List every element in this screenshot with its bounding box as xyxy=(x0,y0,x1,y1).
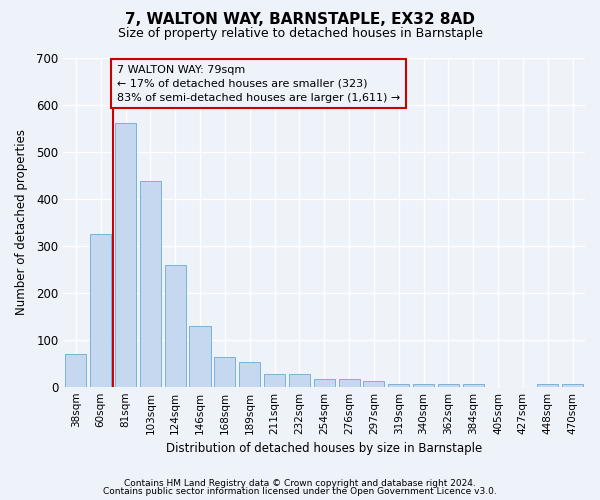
Bar xyxy=(115,124,136,386)
Text: 7, WALTON WAY, BARNSTAPLE, EX32 8AD: 7, WALTON WAY, BARNSTAPLE, EX32 8AD xyxy=(125,12,475,28)
Bar xyxy=(388,384,409,386)
Bar xyxy=(338,379,359,386)
Y-axis label: Number of detached properties: Number of detached properties xyxy=(15,129,28,315)
X-axis label: Distribution of detached houses by size in Barnstaple: Distribution of detached houses by size … xyxy=(166,442,482,455)
Bar xyxy=(214,357,235,386)
Text: Size of property relative to detached houses in Barnstaple: Size of property relative to detached ho… xyxy=(118,28,482,40)
Text: Contains public sector information licensed under the Open Government Licence v3: Contains public sector information licen… xyxy=(103,487,497,496)
Bar xyxy=(562,384,583,386)
Bar xyxy=(239,362,260,386)
Bar xyxy=(65,354,86,386)
Bar xyxy=(140,180,161,386)
Bar xyxy=(537,384,559,386)
Bar xyxy=(463,384,484,386)
Text: Contains HM Land Registry data © Crown copyright and database right 2024.: Contains HM Land Registry data © Crown c… xyxy=(124,478,476,488)
Bar xyxy=(413,384,434,386)
Bar xyxy=(438,384,459,386)
Bar xyxy=(190,326,211,386)
Bar xyxy=(364,381,385,386)
Bar xyxy=(90,234,111,386)
Text: 7 WALTON WAY: 79sqm
← 17% of detached houses are smaller (323)
83% of semi-detac: 7 WALTON WAY: 79sqm ← 17% of detached ho… xyxy=(117,64,400,102)
Bar xyxy=(264,374,285,386)
Bar xyxy=(164,266,186,386)
Bar xyxy=(314,379,335,386)
Bar xyxy=(289,374,310,386)
